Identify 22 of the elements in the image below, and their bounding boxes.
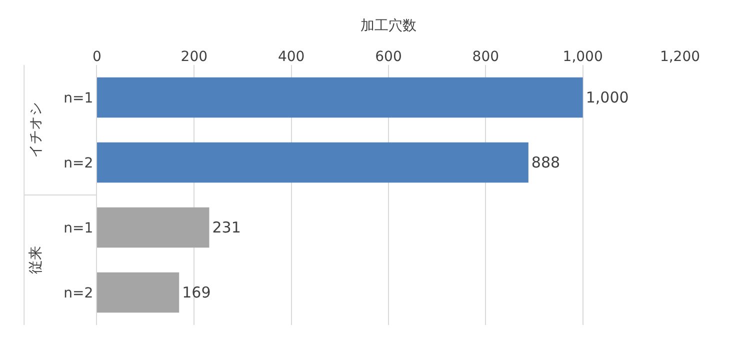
bar (97, 272, 180, 313)
x-tick-label: 0 (92, 49, 102, 66)
x-tick-label: 400 (278, 49, 305, 66)
bar (97, 142, 528, 183)
x-axis-title: 加工穴数 (360, 18, 416, 34)
data-label: 888 (531, 154, 560, 172)
x-tick-label: 800 (472, 49, 500, 66)
x-tick-label: 200 (180, 49, 208, 66)
x-tick-label: 1,200 (660, 49, 700, 66)
bar (97, 77, 583, 118)
y-tick-label: n=1 (64, 220, 94, 236)
data-label: 231 (212, 218, 241, 236)
data-label: 169 (182, 284, 211, 302)
text: イチオシ (28, 102, 44, 158)
y-tick-label: n=2 (64, 155, 94, 172)
x-tick-label: 600 (375, 49, 402, 66)
x-tick-label: 1,000 (562, 49, 603, 66)
y-tick-label: n=2 (64, 285, 94, 302)
bar (97, 207, 210, 248)
text: 従来 (28, 246, 44, 274)
data-label: 1,000 (586, 88, 629, 106)
y-tick-label: n=1 (64, 90, 94, 106)
